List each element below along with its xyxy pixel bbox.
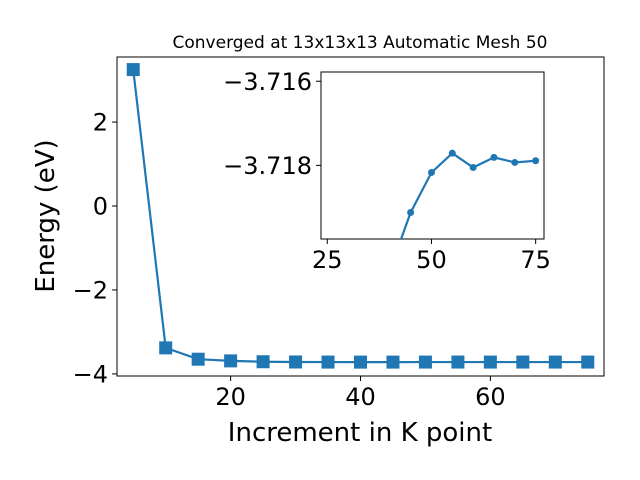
main-data-point (224, 354, 238, 368)
main-data-point (321, 355, 335, 369)
inset-data-point (448, 149, 456, 157)
main-data-point (451, 355, 465, 369)
main-data-point (159, 341, 173, 355)
main-data-point (191, 352, 205, 366)
inset-y-tick-label: −3.718 (223, 152, 312, 180)
main-data-point (126, 63, 140, 77)
chart-title: Converged at 13x13x13 Automatic Mesh 50 (173, 33, 548, 53)
main-y-tick-label: −4 (73, 361, 108, 389)
inset-x-tick-label: 75 (520, 246, 551, 274)
inset-ticks: 25 50 75 −3.718 −3.716 (223, 68, 551, 274)
main-data-point (289, 355, 303, 369)
main-series (126, 63, 595, 369)
main-x-tick-label: 20 (215, 383, 246, 411)
inset-axes: 25 50 75 −3.718 −3.716 (223, 68, 551, 274)
inset-data-point (407, 208, 415, 216)
main-data-point (516, 355, 530, 369)
inset-data-point (490, 153, 498, 161)
main-y-tick-label: 0 (93, 193, 108, 221)
main-x-tick-label: 60 (475, 383, 506, 411)
main-data-point (354, 355, 367, 369)
inset-data-point (511, 158, 519, 166)
inset-x-tick-label: 50 (416, 246, 447, 274)
main-data-point (418, 355, 432, 369)
inset-data-point (532, 157, 540, 165)
main-data-point (548, 355, 562, 369)
inset-plot-frame (320, 71, 545, 240)
x-axis-label: Increment in K point (228, 418, 492, 448)
inset-series (399, 149, 540, 239)
main-data-point (581, 355, 595, 369)
inset-data-point (427, 169, 435, 177)
main-y-tick-label: 2 (93, 109, 108, 137)
main-y-tick-label: −2 (73, 277, 108, 305)
inset-x-tick-label: 25 (312, 246, 343, 274)
y-axis-label: Energy (eV) (31, 139, 61, 292)
main-data-point (386, 355, 400, 369)
main-x-tick-label: 40 (345, 383, 376, 411)
main-data-point (483, 355, 497, 369)
inset-series-line (399, 152, 536, 239)
inset-y-tick-label: −3.716 (223, 68, 312, 96)
main-ticks: 20 40 60 −4 −2 0 2 (73, 109, 506, 411)
inset-data-point (469, 163, 477, 171)
main-data-point (256, 355, 270, 369)
